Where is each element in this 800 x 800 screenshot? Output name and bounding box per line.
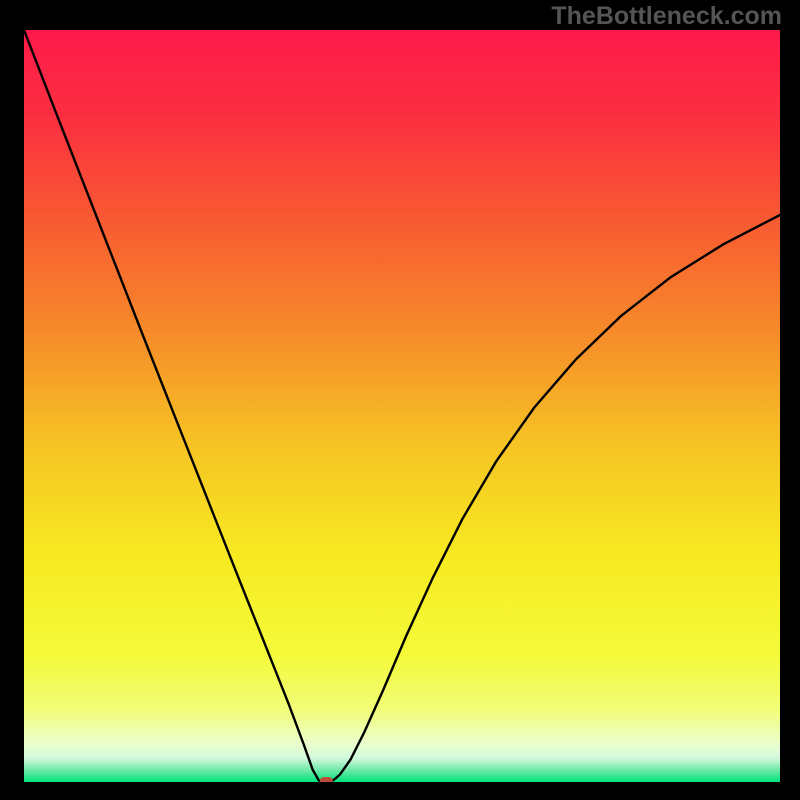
chart-svg [24, 30, 780, 782]
frame-border-left [0, 0, 24, 800]
optimum-marker [320, 777, 333, 782]
plot-area [24, 30, 780, 782]
watermark-text: TheBottleneck.com [551, 2, 782, 31]
frame-border-bottom [0, 782, 800, 800]
chart-frame: TheBottleneck.com [0, 0, 800, 800]
frame-border-right [780, 0, 800, 800]
bottleneck-curve [24, 30, 780, 782]
